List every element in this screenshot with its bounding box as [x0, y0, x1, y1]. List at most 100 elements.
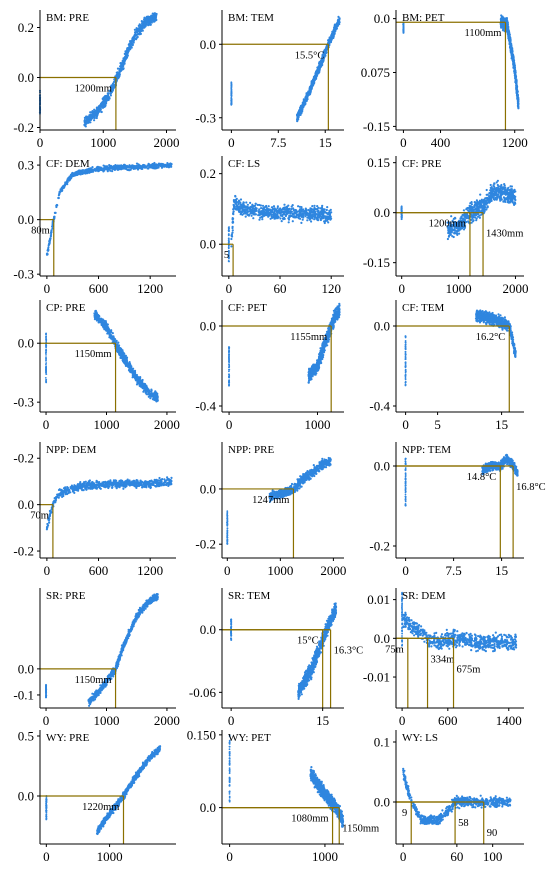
data-point [269, 213, 272, 216]
data-point [303, 104, 306, 107]
data-point [157, 166, 160, 169]
data-point [94, 109, 97, 112]
data-point [338, 18, 341, 21]
data-point [508, 34, 511, 37]
data-point [483, 205, 486, 208]
data-point [94, 113, 97, 116]
data-point [51, 227, 54, 230]
data-point [45, 359, 47, 361]
data-point [244, 215, 247, 218]
data-point [509, 38, 512, 41]
data-point [331, 34, 334, 37]
data-point [472, 213, 475, 216]
data-point [297, 205, 300, 208]
data-point [57, 196, 60, 200]
data-point [324, 216, 327, 219]
data-point [494, 194, 497, 197]
data-point [400, 214, 403, 217]
data-point [246, 203, 249, 206]
data-point [261, 216, 264, 219]
data-point [242, 204, 246, 207]
data-point [272, 211, 275, 214]
data-point [257, 214, 260, 217]
data-point [315, 74, 318, 77]
data-point [136, 35, 139, 39]
data-point [111, 84, 114, 87]
data-point [227, 247, 230, 250]
data-point [45, 336, 47, 339]
data-point [154, 15, 157, 18]
data-point [329, 208, 332, 211]
data-point [264, 205, 268, 208]
data-point [53, 211, 57, 214]
data-point [271, 216, 274, 219]
data-point [338, 23, 341, 26]
data-point [230, 98, 233, 101]
data-point [157, 164, 160, 167]
data-point [472, 206, 476, 209]
data-point [97, 111, 100, 114]
data-point [509, 43, 512, 46]
data-point [167, 166, 170, 169]
data-point [235, 203, 238, 206]
data-point [128, 165, 131, 168]
data-point [108, 164, 111, 167]
y-tick-label: 0.3 [18, 158, 34, 173]
x-tick-label: 0 [398, 281, 405, 296]
data-point [292, 216, 295, 219]
data-point [491, 187, 494, 191]
data-point [327, 39, 330, 42]
data-point [317, 219, 320, 222]
threshold-label: 15.5°C [295, 50, 325, 61]
data-point [242, 208, 245, 211]
data-point [135, 33, 138, 37]
data-point [276, 215, 279, 218]
data-point [123, 52, 126, 56]
data-point [291, 220, 294, 223]
data-point [253, 208, 256, 211]
data-points [227, 194, 333, 263]
data-point [307, 90, 311, 93]
x-tick-label: 0 [400, 135, 407, 150]
data-point [470, 206, 473, 209]
data-point [263, 210, 266, 214]
data-point [254, 202, 257, 205]
data-point [65, 180, 69, 183]
x-tick-label: 1000 [446, 281, 472, 296]
y-tick-label: 0.2 [200, 166, 216, 181]
data-point [135, 165, 139, 168]
data-point [139, 166, 142, 169]
data-point [508, 200, 511, 203]
data-point [85, 122, 88, 125]
data-point [308, 93, 312, 96]
data-point [165, 165, 168, 168]
data-point [319, 218, 322, 222]
data-point [402, 26, 405, 29]
y-tick-label: 0.2 [18, 20, 34, 35]
y-tick-label: -0.15 [363, 255, 390, 270]
data-point [506, 187, 509, 190]
data-point [133, 36, 136, 39]
data-point [279, 209, 283, 212]
data-point [478, 216, 481, 219]
data-point [281, 217, 285, 220]
data-point [96, 165, 99, 168]
data-point [230, 101, 233, 104]
data-point [485, 208, 488, 211]
data-point [263, 213, 267, 216]
data-point [515, 91, 519, 94]
data-point [488, 192, 491, 195]
data-point [45, 366, 47, 369]
data-point [306, 98, 309, 101]
data-point [252, 217, 255, 220]
x-tick-label: 600 [89, 281, 109, 296]
data-point [310, 220, 313, 223]
x-tick-label: 1000 [90, 135, 116, 150]
data-point [231, 220, 234, 223]
data-point [242, 212, 245, 215]
data-point [89, 114, 93, 117]
data-point [500, 198, 503, 201]
data-point [100, 110, 103, 114]
data-point [105, 167, 108, 170]
data-point [138, 23, 141, 26]
